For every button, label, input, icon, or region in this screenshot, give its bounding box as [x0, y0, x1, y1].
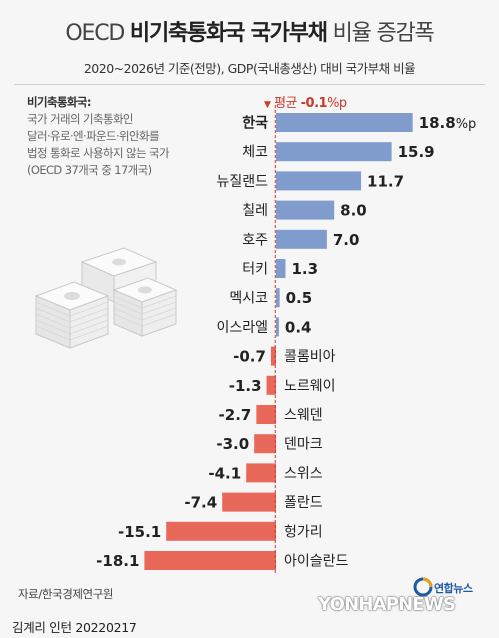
bar-이스라엘	[276, 317, 279, 337]
value-label: 0.5	[286, 289, 313, 307]
category-label: 터키	[242, 262, 268, 278]
bar-뉴질랜드	[276, 171, 362, 191]
bar-칠레	[276, 200, 335, 220]
value-label: 8.0	[340, 202, 367, 220]
category-label: 스웨덴	[284, 408, 323, 424]
category-label: 콜롬비아	[284, 349, 336, 365]
bar-호주	[276, 229, 327, 249]
value-label: -7.4	[184, 494, 217, 512]
value-label: -1.3	[229, 377, 262, 395]
category-label: 이스라엘	[216, 320, 268, 336]
bar-아이슬란드	[144, 551, 276, 570]
average-value: -0.1	[300, 96, 328, 111]
value-label: 7.0	[333, 231, 360, 249]
logo-main-text: YONHAPNEWS	[318, 594, 456, 615]
value-label: 18.8%p	[419, 114, 477, 132]
bar-폴란드	[222, 492, 276, 512]
category-label: 호주	[242, 232, 268, 248]
bar-한국	[276, 113, 413, 132]
note-line: (OECD 37개국 중 17개국)	[27, 163, 152, 177]
subtitle: 2020~2026년 기준(전망), GDP(국내총생산) 대비 국가부채 비율	[83, 61, 416, 76]
average-unit: %p	[327, 96, 347, 111]
category-label: 아이슬란드	[284, 554, 349, 570]
average-label-text: 평균	[274, 96, 297, 111]
category-label: 칠레	[242, 203, 268, 219]
bar-스위스	[246, 463, 276, 483]
average-label: ▼ 평균 -0.1%p	[264, 96, 347, 111]
credit-line: 김계리 인턴 20220217	[12, 620, 137, 635]
value-label: -4.1	[208, 464, 241, 482]
title-tail: 비율 증감폭	[332, 21, 435, 46]
category-label: 멕시코	[229, 291, 268, 307]
category-label: 노르웨이	[284, 378, 336, 394]
bar-터키	[276, 259, 286, 278]
note-line: 법정 통화로 사용하지 않는 국가	[27, 146, 170, 160]
value-unit: %p	[456, 117, 477, 132]
yonhap-logo-icon	[413, 577, 433, 597]
category-label: 헝가리	[284, 524, 323, 540]
value-label: 11.7	[367, 172, 404, 190]
page-title: OECD 비기축통화국 국가부채 비율 증감폭	[0, 15, 499, 47]
value-label: -18.1	[96, 552, 139, 570]
bar-스웨덴	[256, 405, 276, 424]
bar-체코	[276, 142, 392, 162]
category-label: 체코	[242, 145, 268, 161]
source-note: 자료/한국경제연구원	[18, 587, 114, 601]
money-stacks-icon	[34, 247, 178, 349]
value-label: -2.7	[219, 406, 252, 424]
note-line: 달러·유로·엔·파운드·위안화를	[27, 129, 160, 143]
value-label: 15.9	[398, 143, 435, 161]
bar-헝가리	[166, 521, 276, 541]
category-label: 스위스	[284, 466, 323, 482]
bar-덴마크	[254, 434, 276, 454]
bar-노르웨이	[266, 375, 276, 395]
value-label: 1.3	[291, 260, 318, 278]
title-divider	[14, 84, 485, 85]
note-head: 비기축통화국:	[27, 95, 91, 109]
bar-콜롬비아	[270, 346, 276, 366]
note-line: 국가 거래의 기축통화인	[27, 112, 134, 126]
title-light: OECD	[65, 21, 125, 46]
category-label: 폴란드	[284, 495, 323, 511]
bar-chart: 한국 18.8%p 체코 15.9 뉴질랜드 11.7 칠레 8.0 호주 7.0 터키 1.3 멕시코…	[96, 105, 477, 575]
category-label: 뉴질랜드	[216, 174, 268, 190]
value-label: -3.0	[216, 435, 249, 453]
logo-top-text: 연합뉴스	[434, 582, 473, 595]
category-label: 한국	[242, 116, 268, 132]
title-bold: 비기축통화국 국가부채	[129, 21, 328, 46]
value-label: 0.4	[285, 318, 312, 336]
bar-멕시코	[276, 288, 280, 308]
definition-note: 비기축통화국: 국가 거래의 기축통화인 달러·유로·엔·파운드·위안화를 법정…	[27, 94, 170, 179]
value-label: -0.7	[233, 348, 266, 366]
yonhap-logo: 연합뉴스 YONHAPNEWS	[318, 577, 488, 623]
value-label: -15.1	[118, 523, 161, 541]
category-label: 덴마크	[284, 437, 323, 453]
